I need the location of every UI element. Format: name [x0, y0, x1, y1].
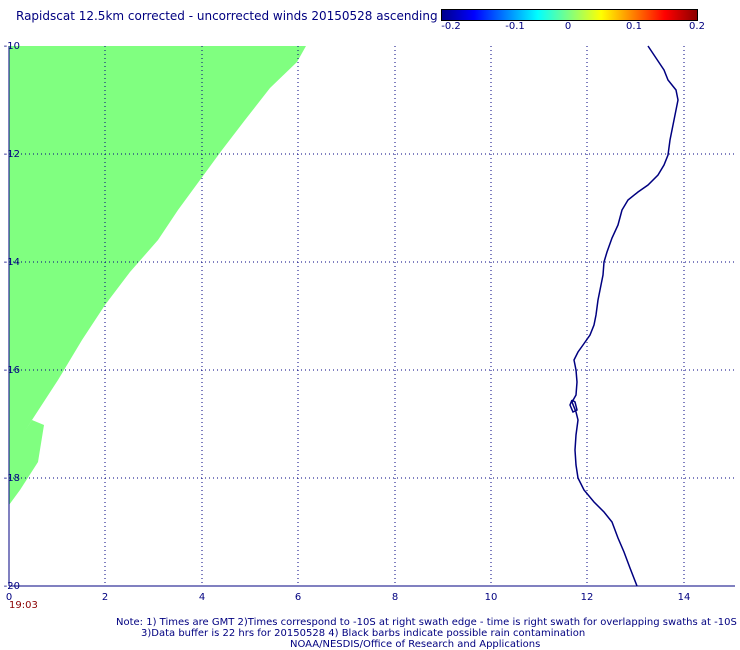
- note-line-1: Note: 1) Times are GMT 2)Times correspon…: [116, 617, 737, 628]
- colorbar-label-neg02: -0.2: [441, 21, 461, 32]
- y-tick-neg12: -12: [4, 149, 20, 160]
- map-title: Rapidscat 12.5km corrected - uncorrected…: [16, 9, 438, 23]
- colorbar-label-pos01: 0.1: [626, 21, 642, 32]
- note-line-3: NOAA/NESDIS/Office of Research and Appli…: [290, 639, 541, 650]
- y-tick-neg14: -14: [4, 257, 20, 268]
- x-tick-0: 0: [6, 592, 12, 603]
- y-tick-neg18: -18: [4, 473, 20, 484]
- colorbar: [441, 9, 698, 21]
- coastline-islet: [569, 399, 578, 414]
- y-tick-neg16: -16: [4, 365, 20, 376]
- coastline: [571, 45, 679, 587]
- colorbar-label-zero: 0: [564, 21, 572, 32]
- colorbar-label-pos02: 0.2: [689, 21, 705, 32]
- swath-region: [9, 46, 306, 460]
- note-line-2: 3)Data buffer is 22 hrs for 20150528 4) …: [141, 628, 586, 639]
- x-tick-6: 6: [295, 592, 301, 603]
- x-tick-12: 12: [581, 592, 594, 603]
- x-tick-10: 10: [485, 592, 498, 603]
- x-tick-14: 14: [678, 592, 691, 603]
- y-tick-neg10: -10: [4, 41, 20, 52]
- pass-timestamp: 19:03: [9, 600, 38, 611]
- x-tick-2: 2: [102, 592, 108, 603]
- x-tick-8: 8: [392, 592, 398, 603]
- y-tick-neg20: -20: [4, 581, 20, 592]
- swath-region-lower: [9, 420, 44, 505]
- gridlines: [9, 46, 735, 586]
- x-tick-4: 4: [199, 592, 205, 603]
- colorbar-label-neg01: -0.1: [505, 21, 525, 32]
